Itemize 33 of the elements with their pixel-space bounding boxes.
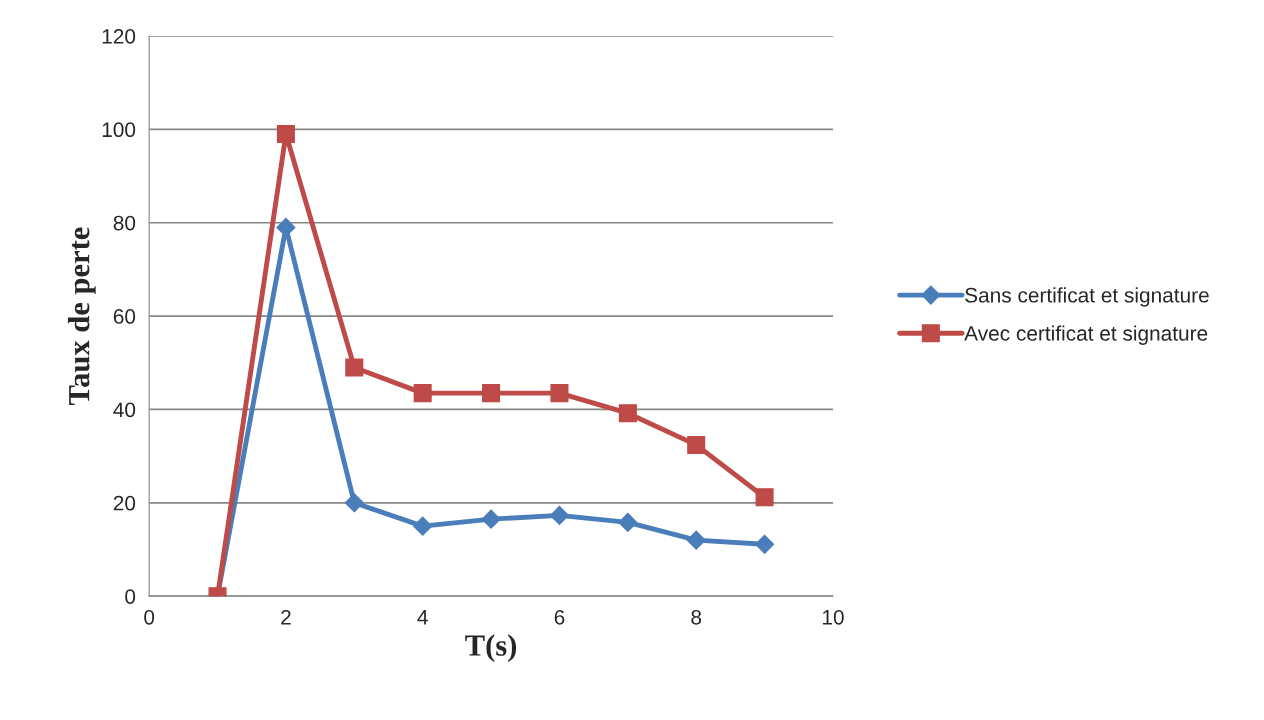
x-tick-label: 2	[281, 609, 291, 625]
x-tick-label: 8	[691, 609, 702, 625]
point	[618, 404, 637, 423]
y-tick-label: 40	[113, 402, 136, 418]
point	[276, 124, 295, 144]
y-tick-label: 60	[113, 309, 136, 324]
x-tick-label: 6	[554, 609, 565, 625]
point	[755, 534, 775, 554]
legend-label: Avec certificat et signature	[964, 325, 1208, 345]
point	[276, 217, 296, 237]
point	[687, 435, 706, 454]
point	[345, 358, 364, 377]
y-tick-label: 20	[113, 495, 136, 511]
x-axis-title: T(s)	[465, 634, 517, 663]
y-tick-label: 100	[102, 122, 136, 138]
point	[413, 516, 433, 536]
point	[550, 384, 569, 403]
legend-label: Sans certificat et signature	[965, 287, 1209, 307]
y-tick-label: 120	[102, 29, 136, 44]
point	[344, 493, 364, 513]
point	[549, 505, 569, 525]
point	[413, 384, 432, 403]
point	[755, 488, 774, 507]
x-tick-label: 4	[417, 610, 428, 625]
y-axis-title: Taux de perte	[67, 227, 96, 406]
x-tick-label: 10	[822, 609, 844, 625]
y-tick-label: 80	[113, 215, 136, 231]
point	[482, 384, 501, 403]
y-tick-label: 0	[125, 589, 136, 604]
x-tick-label: 0	[144, 609, 155, 625]
point	[618, 512, 638, 532]
point	[686, 530, 706, 550]
point	[481, 509, 501, 529]
